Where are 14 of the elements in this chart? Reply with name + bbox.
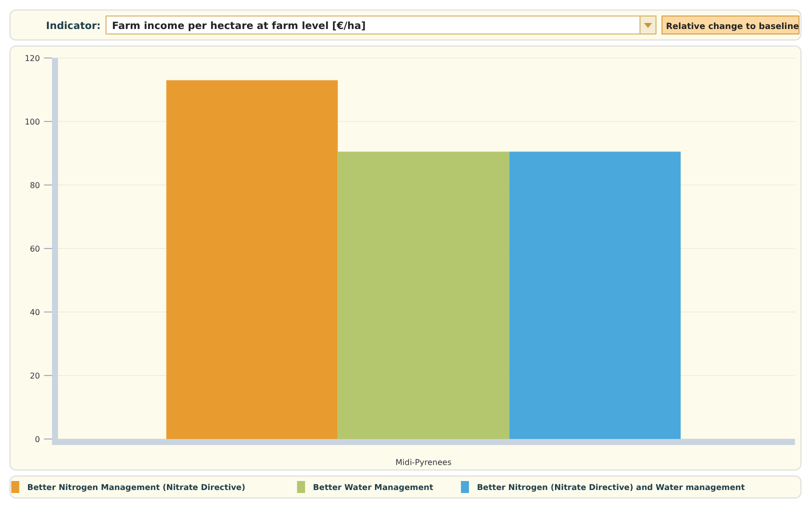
text: Indicator: — [46, 21, 101, 32]
x-tick-label: Midi-Pyrenees — [396, 458, 452, 467]
y-tick-label: 0 — [34, 434, 40, 444]
y-tick-label: 40 — [30, 308, 40, 317]
legend-label: Better Nitrogen Management (Nitrate Directive) — [27, 483, 246, 492]
text: Relative change to baseline — [666, 22, 800, 32]
chart-title: Farm income per hectare at farm level [€/ha] — [112, 21, 366, 32]
legend-label: Better Nitrogen (Nitrate Directive) and Water management — [476, 483, 746, 492]
y-tick-label: 120 — [24, 54, 40, 63]
y-tick-label: 100 — [24, 117, 40, 126]
y-tick-label: 60 — [30, 244, 40, 254]
y-tick-label: 20 — [30, 371, 40, 380]
y-tick-label: 80 — [30, 180, 40, 190]
legend-label: Better Water Management — [313, 483, 434, 492]
